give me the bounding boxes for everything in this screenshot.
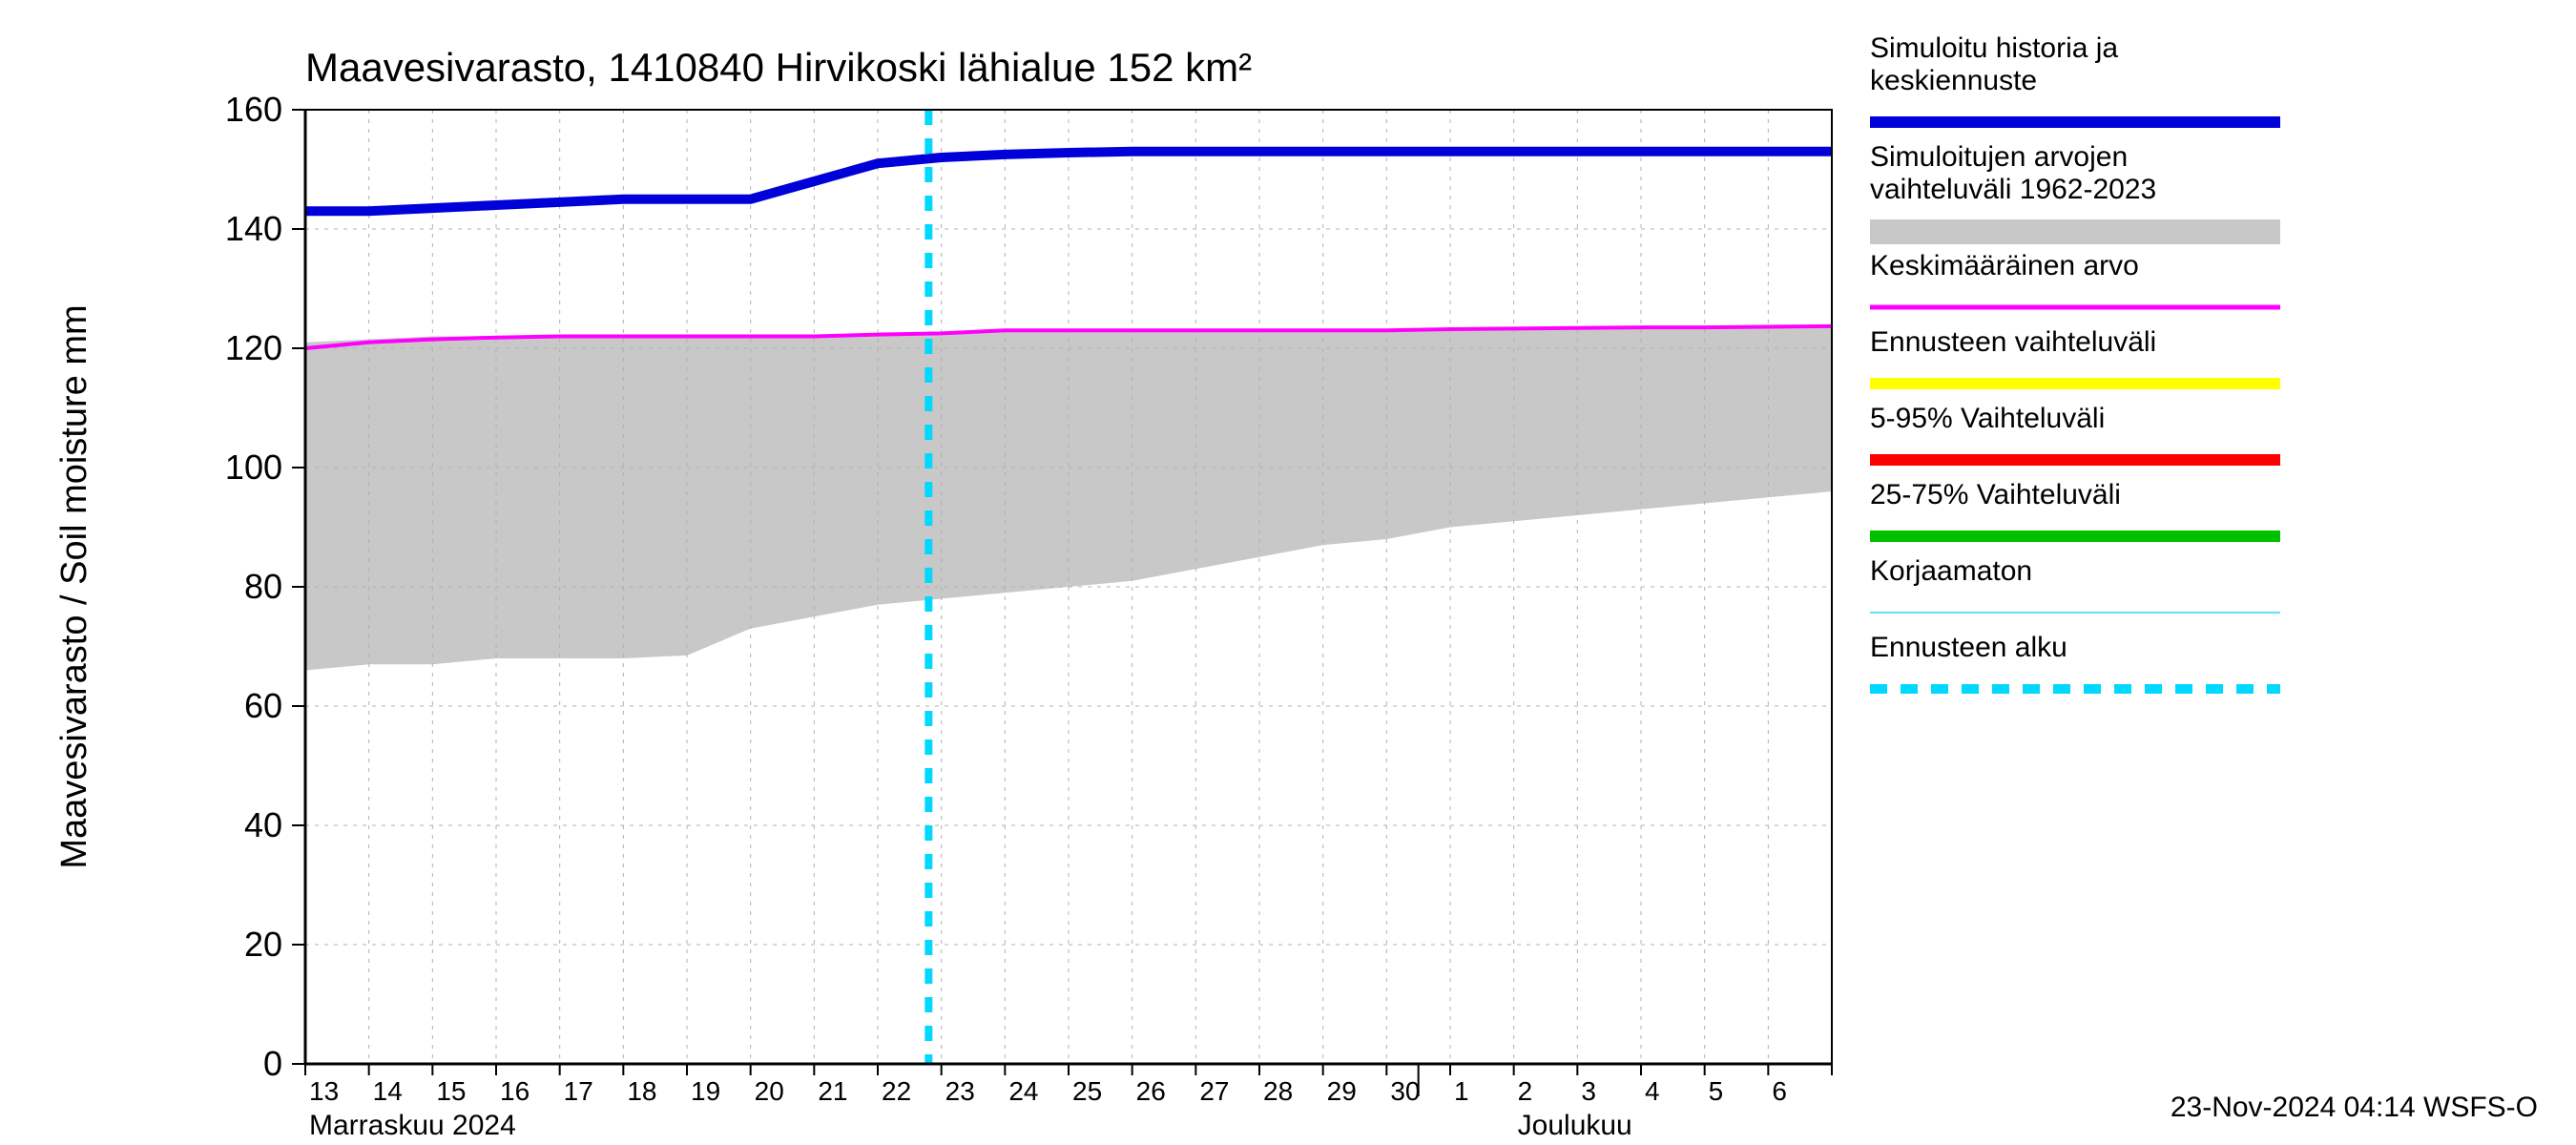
x-tick-label: 20 xyxy=(755,1076,784,1106)
legend-label: Ennusteen alku xyxy=(1870,632,2067,663)
x-tick-label: 23 xyxy=(945,1076,975,1106)
footer-timestamp: 23-Nov-2024 04:14 WSFS-O xyxy=(2171,1092,2538,1123)
x-tick-label: 27 xyxy=(1199,1076,1229,1106)
legend-label: Ennusteen vaihteluväli xyxy=(1870,326,2156,358)
legend: Simuloitu historia jakeskiennuste Simuloi… xyxy=(1870,32,2280,689)
x-tick-label: 17 xyxy=(564,1076,593,1106)
y-tick-label: 60 xyxy=(244,686,282,725)
x-tick-label: 3 xyxy=(1581,1076,1596,1106)
legend-label: Korjaamaton xyxy=(1870,555,2032,587)
y-tick-label: 120 xyxy=(225,328,282,367)
x-tick-label: 4 xyxy=(1645,1076,1660,1106)
legend-label: Simuloitujen arvojen xyxy=(1870,141,2128,173)
x-tick-label: 29 xyxy=(1327,1076,1357,1106)
legend-label: 5-95% Vaihteluväli xyxy=(1870,403,2105,434)
y-tick-label: 160 xyxy=(225,90,282,129)
legend-label: keskiennuste xyxy=(1870,65,2037,96)
x-tick-label: 1 xyxy=(1454,1076,1469,1106)
x-tick-label: 24 xyxy=(1008,1076,1038,1106)
x-tick-label: 6 xyxy=(1772,1076,1787,1106)
x-tick-label: 25 xyxy=(1072,1076,1102,1106)
x-tick-label: 28 xyxy=(1263,1076,1293,1106)
chart-title: Maavesivarasto, 1410840 Hirvikoski lähia… xyxy=(305,45,1252,90)
x-tick-label: 13 xyxy=(309,1076,339,1106)
x-tick-label: 18 xyxy=(627,1076,656,1106)
y-tick-label: 40 xyxy=(244,805,282,844)
x-tick-label: 16 xyxy=(500,1076,530,1106)
x-tick-label: 30 xyxy=(1390,1076,1420,1106)
x-tick-label: 14 xyxy=(373,1076,403,1106)
month-label-right-fi: Joulukuu xyxy=(1518,1110,1632,1141)
x-tick-label: 21 xyxy=(818,1076,847,1106)
chart-svg: 0204060801001201401601314151617181920212… xyxy=(0,0,2576,1145)
legend-swatch xyxy=(1870,219,2280,244)
y-tick-label: 80 xyxy=(244,567,282,606)
chart-container: 0204060801001201401601314151617181920212… xyxy=(0,0,2576,1145)
x-tick-label: 26 xyxy=(1136,1076,1166,1106)
legend-label: 25-75% Vaihteluväli xyxy=(1870,479,2121,510)
y-tick-label: 0 xyxy=(263,1044,282,1083)
x-tick-label: 2 xyxy=(1518,1076,1533,1106)
y-axis-label: Maavesivarasto / Soil moisture mm xyxy=(54,304,94,868)
y-tick-label: 20 xyxy=(244,925,282,964)
x-tick-label: 15 xyxy=(436,1076,466,1106)
month-label-left-fi: Marraskuu 2024 xyxy=(309,1110,516,1141)
x-tick-label: 19 xyxy=(691,1076,720,1106)
legend-label: Keskimääräinen arvo xyxy=(1870,250,2139,281)
legend-label: vaihteluväli 1962-2023 xyxy=(1870,174,2156,205)
x-tick-label: 5 xyxy=(1709,1076,1724,1106)
legend-label: Simuloitu historia ja xyxy=(1870,32,2118,64)
x-tick-label: 22 xyxy=(882,1076,911,1106)
y-tick-label: 100 xyxy=(225,448,282,487)
y-tick-label: 140 xyxy=(225,209,282,248)
